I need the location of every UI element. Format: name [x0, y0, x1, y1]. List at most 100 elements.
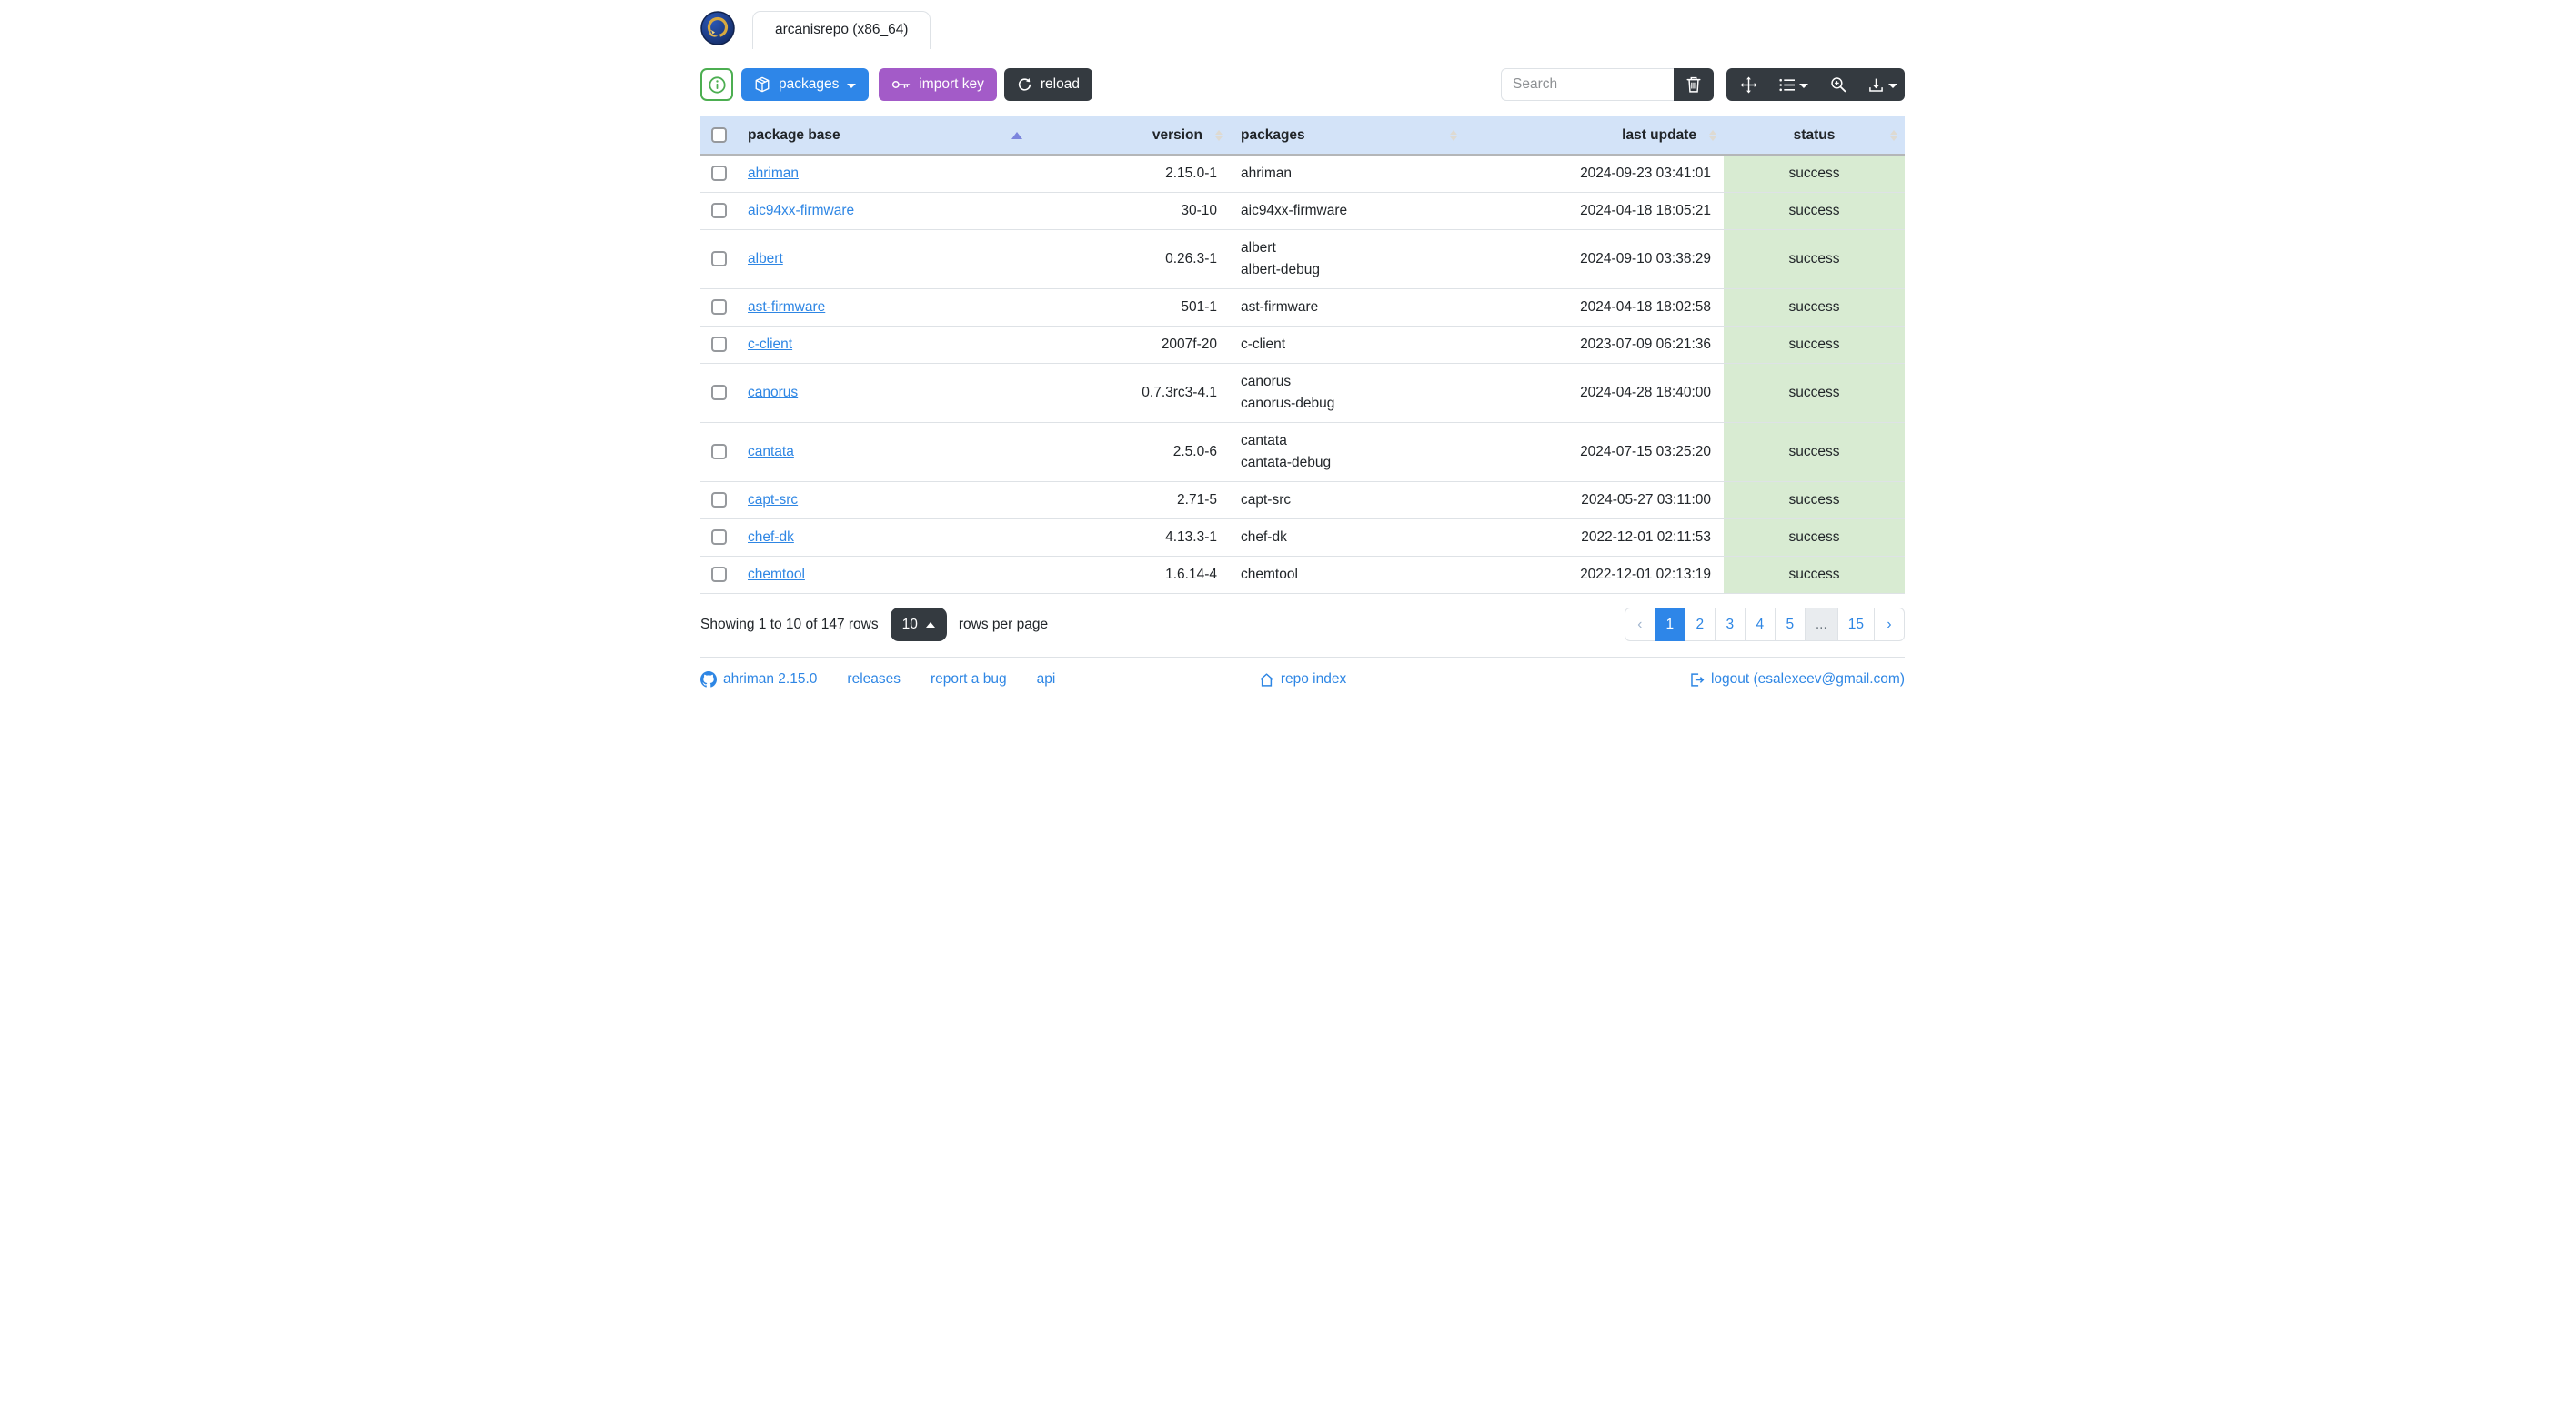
last-update-cell: 2024-04-18 18:02:58: [1464, 288, 1724, 327]
pagination-next[interactable]: ›: [1874, 608, 1905, 641]
move-columns-button[interactable]: [1726, 68, 1771, 101]
pagination-page[interactable]: 4: [1744, 608, 1776, 641]
packages-dropdown-button[interactable]: packages: [741, 68, 870, 101]
table-row: ast-firmware 501-1 ast-firmware 2024-04-…: [700, 288, 1905, 327]
table-row: canorus 0.7.3rc3-4.1 canorus canorus-debu…: [700, 363, 1905, 423]
search-group: [1501, 68, 1714, 101]
last-update-cell: 2024-09-10 03:38:29: [1464, 229, 1724, 289]
column-header-last-update[interactable]: last update: [1464, 116, 1724, 156]
sort-icon: [1709, 130, 1716, 141]
package-base-link[interactable]: aic94xx-firmware: [748, 203, 855, 218]
ahriman-version-link[interactable]: ahriman 2.15.0: [700, 671, 817, 688]
box-icon: [755, 76, 770, 93]
logout-icon: [1691, 672, 1705, 687]
table-header-row: package base version packages last updat…: [700, 116, 1905, 156]
table-row: aic94xx-firmware 30-10 aic94xx-firmware …: [700, 192, 1905, 230]
version-cell: 30-10: [1030, 192, 1230, 230]
package-base-link[interactable]: c-client: [748, 337, 793, 352]
package-base-link[interactable]: ahriman: [748, 166, 799, 181]
pagination-page[interactable]: 15: [1836, 608, 1875, 641]
version-cell: 2.15.0-1: [1030, 155, 1230, 193]
sort-icon: [1450, 130, 1457, 141]
row-checkbox[interactable]: [711, 529, 727, 546]
repository-tab[interactable]: arcanisrepo (x86_64): [752, 11, 931, 49]
github-icon: [700, 671, 717, 688]
package-base-link[interactable]: capt-src: [748, 492, 799, 508]
table-row: albert 0.26.3-1 albert albert-debug 2024-…: [700, 229, 1905, 289]
column-header-packages[interactable]: packages: [1230, 116, 1464, 156]
version-cell: 4.13.3-1: [1030, 518, 1230, 557]
row-checkbox[interactable]: [711, 567, 727, 583]
row-checkbox[interactable]: [711, 492, 727, 508]
packages-cell: albert albert-debug: [1230, 229, 1464, 289]
page-size-value: 10: [901, 616, 918, 632]
pagination-page[interactable]: ...: [1804, 608, 1838, 641]
last-update-cell: 2022-12-01 02:11:53: [1464, 518, 1724, 557]
package-base-link[interactable]: chemtool: [748, 567, 805, 582]
app-logo-icon: [700, 11, 735, 45]
reload-label: reload: [1040, 76, 1080, 92]
column-header-version[interactable]: version: [1030, 116, 1230, 156]
packages-cell: aic94xx-firmware: [1230, 192, 1464, 230]
pagination-page[interactable]: 1: [1654, 608, 1685, 641]
reload-icon: [1018, 77, 1031, 91]
page-size-dropdown[interactable]: 10: [890, 608, 947, 641]
report-bug-link[interactable]: report a bug: [931, 671, 1007, 687]
reload-button[interactable]: reload: [1003, 68, 1092, 101]
search-input[interactable]: [1501, 68, 1674, 101]
version-cell: 501-1: [1030, 288, 1230, 327]
pagination-page[interactable]: 3: [1714, 608, 1746, 641]
package-base-link[interactable]: canorus: [748, 385, 799, 400]
row-checkbox[interactable]: [711, 251, 727, 267]
last-update-cell: 2024-05-27 03:11:00: [1464, 481, 1724, 519]
pagination-page[interactable]: 5: [1774, 608, 1806, 641]
row-checkbox[interactable]: [711, 299, 727, 316]
column-header-package-base[interactable]: package base: [737, 116, 1030, 156]
row-checkbox[interactable]: [711, 337, 727, 353]
row-checkbox[interactable]: [711, 444, 727, 460]
trash-icon: [1686, 76, 1701, 93]
package-base-link[interactable]: albert: [748, 251, 783, 266]
import-key-label: import key: [919, 76, 984, 92]
columns-dropdown-button[interactable]: [1771, 68, 1816, 101]
package-base-link[interactable]: cantata: [748, 444, 794, 459]
export-dropdown-button[interactable]: [1860, 68, 1905, 101]
info-button[interactable]: [700, 68, 733, 101]
api-link[interactable]: api: [1036, 671, 1056, 687]
select-all-checkbox[interactable]: [711, 126, 727, 143]
releases-link[interactable]: releases: [847, 671, 901, 687]
packages-cell: ast-firmware: [1230, 288, 1464, 327]
download-icon: [1868, 78, 1883, 92]
packages-cell: chemtool: [1230, 556, 1464, 594]
package-base-link[interactable]: chef-dk: [748, 529, 794, 545]
import-key-button[interactable]: import key: [879, 68, 997, 101]
row-checkbox[interactable]: [711, 203, 727, 219]
chevron-down-icon: [1887, 83, 1897, 88]
last-update-cell: 2024-09-23 03:41:01: [1464, 155, 1724, 193]
table-row: c-client 2007f-20 c-client 2023-07-09 06…: [700, 326, 1905, 364]
column-header-status[interactable]: status: [1724, 116, 1905, 156]
row-checkbox[interactable]: [711, 385, 727, 401]
footer-links: ahriman 2.15.0 releases report a bug api…: [700, 671, 1905, 715]
chevron-down-icon: [847, 83, 857, 88]
pagination-page[interactable]: 2: [1684, 608, 1716, 641]
packages-cell: c-client: [1230, 326, 1464, 364]
tab-row: arcanisrepo (x86_64): [700, 9, 1905, 49]
status-badge: success: [1724, 288, 1905, 327]
repo-index-link[interactable]: repo index: [1259, 671, 1346, 688]
logout-link[interactable]: logout (esalexeev@gmail.com): [1689, 671, 1905, 688]
arrows-move-icon: [1740, 75, 1757, 94]
home-icon: [1260, 672, 1273, 687]
row-checkbox[interactable]: [711, 166, 727, 182]
packages-cell: chef-dk: [1230, 518, 1464, 557]
last-update-cell: 2023-07-09 06:21:36: [1464, 326, 1724, 364]
package-base-link[interactable]: ast-firmware: [748, 299, 826, 315]
status-badge: success: [1724, 556, 1905, 594]
fullscreen-zoom-button[interactable]: [1816, 68, 1860, 101]
version-cell: 0.7.3rc3-4.1: [1030, 363, 1230, 423]
chevron-down-icon: [1798, 83, 1808, 88]
pagination-prev[interactable]: ‹: [1624, 608, 1655, 641]
last-update-cell: 2022-12-01 02:13:19: [1464, 556, 1724, 594]
packages-table: package base version packages last updat…: [700, 116, 1905, 594]
clear-search-button[interactable]: [1674, 68, 1714, 101]
